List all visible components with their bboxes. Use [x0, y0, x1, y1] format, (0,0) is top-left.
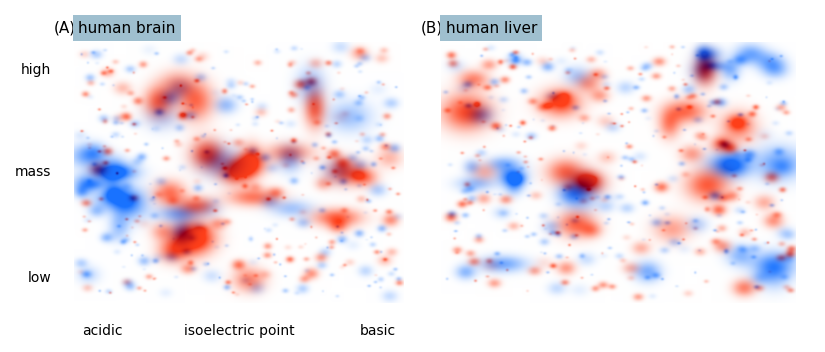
Text: (A): (A) — [54, 21, 76, 36]
Text: human liver: human liver — [446, 21, 537, 36]
Text: isoelectric point: isoelectric point — [184, 324, 295, 338]
Text: human brain: human brain — [78, 21, 176, 36]
Text: low: low — [27, 271, 51, 285]
Text: mass: mass — [15, 165, 51, 180]
Text: basic: basic — [360, 324, 396, 338]
Text: acidic: acidic — [82, 324, 123, 338]
Text: high: high — [21, 63, 51, 77]
Text: (B): (B) — [421, 21, 443, 36]
